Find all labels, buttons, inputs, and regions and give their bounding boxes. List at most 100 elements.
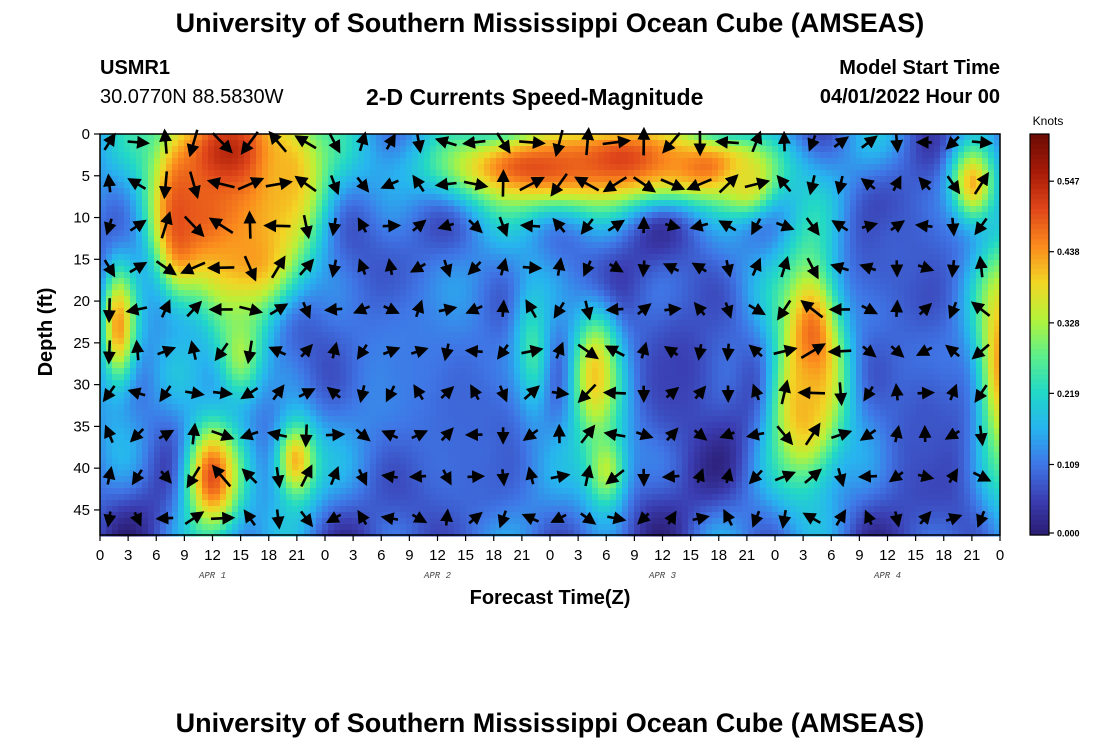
current-arrow	[294, 175, 317, 193]
current-arrow	[605, 469, 625, 485]
current-arrow	[749, 257, 762, 277]
current-arrow	[804, 422, 821, 446]
current-arrow	[210, 511, 236, 525]
current-arrow	[408, 469, 427, 483]
current-arrow	[946, 259, 960, 278]
y-tick-label: 25	[73, 335, 90, 352]
current-arrow	[608, 260, 624, 273]
current-arrow	[834, 382, 848, 407]
colorbar-segment	[1030, 464, 1049, 471]
x-tick-label: 6	[602, 547, 610, 564]
current-arrow	[918, 302, 933, 317]
day-label: APR 1	[198, 571, 226, 581]
y-tick-label: 45	[73, 502, 90, 519]
colorbar-segment	[1030, 259, 1049, 265]
current-arrow	[723, 508, 736, 526]
current-arrow	[694, 343, 707, 361]
colorbar-tick-label: 0.000	[1057, 529, 1080, 539]
current-arrow	[551, 386, 570, 400]
colorbar-segment	[1030, 144, 1049, 150]
current-arrow	[974, 217, 988, 236]
current-arrow	[380, 512, 399, 526]
colorbar-segment	[1030, 249, 1049, 255]
x-tick-label: 9	[180, 547, 188, 564]
x-tick-label: 0	[96, 547, 104, 564]
x-tick-label: 6	[827, 547, 835, 564]
colorbar-tick-label: 0.219	[1057, 389, 1080, 399]
current-arrow	[155, 511, 174, 525]
current-arrow	[328, 217, 342, 237]
current-arrow	[497, 510, 511, 529]
current-arrow	[915, 344, 933, 356]
current-arrow	[237, 177, 265, 191]
current-arrow	[265, 177, 293, 191]
current-arrow	[211, 132, 233, 154]
colorbar-segment	[1030, 334, 1049, 341]
current-arrow	[750, 130, 763, 153]
current-arrow	[662, 132, 681, 154]
current-arrow	[918, 176, 932, 191]
current-arrow	[946, 217, 960, 237]
current-arrow	[440, 508, 454, 526]
colorbar-segment	[1030, 244, 1049, 250]
current-arrow	[327, 174, 341, 196]
current-arrow	[357, 258, 370, 276]
colorbar-segment	[1030, 419, 1049, 426]
current-arrow	[857, 469, 878, 483]
y-tick-label: 35	[73, 418, 90, 435]
current-arrow	[860, 135, 878, 149]
current-arrow	[129, 219, 147, 233]
current-arrow	[299, 510, 314, 528]
colorbar-segment	[1030, 379, 1049, 386]
x-tick-label: 15	[907, 547, 924, 564]
current-arrow	[859, 262, 877, 275]
current-arrow	[382, 346, 401, 359]
current-arrow	[496, 344, 510, 360]
y-tick-label: 20	[73, 293, 90, 310]
y-tick-label: 0	[82, 126, 90, 143]
current-arrow	[440, 386, 455, 400]
current-arrow	[300, 214, 313, 240]
current-arrow	[635, 427, 654, 441]
colorbar-tick-label: 0.438	[1057, 247, 1080, 257]
current-arrow	[917, 386, 935, 400]
current-arrow	[776, 425, 794, 446]
current-arrow	[268, 130, 288, 153]
colorbar-segment	[1030, 439, 1049, 446]
current-arrow	[806, 175, 820, 196]
current-arrow	[890, 344, 905, 358]
current-arrow	[661, 469, 680, 483]
current-arrow	[243, 210, 257, 239]
colorbar-segment	[1030, 364, 1049, 371]
current-arrow	[745, 427, 765, 441]
current-arrow	[385, 385, 398, 403]
colorbar-tick-label: 0.328	[1057, 318, 1080, 328]
current-arrow	[468, 219, 483, 234]
current-arrow	[239, 303, 264, 316]
current-arrow	[552, 341, 565, 359]
report-title: University of Southern Mississippi Ocean…	[175, 8, 925, 38]
colorbar-segment	[1030, 299, 1049, 306]
current-arrow	[580, 511, 597, 525]
colorbar-segment	[1030, 189, 1049, 195]
model-start-value: 04/01/2022 Hour 00	[819, 86, 1000, 108]
colorbar-segment	[1030, 469, 1049, 476]
current-arrow	[889, 511, 903, 528]
current-arrow	[577, 343, 599, 360]
current-arrow	[519, 176, 546, 192]
current-arrow	[774, 470, 797, 483]
current-arrow	[574, 176, 600, 192]
x-tick-label: 18	[710, 547, 727, 564]
colorbar-segment	[1030, 369, 1049, 376]
colorbar-segment	[1030, 409, 1049, 416]
current-arrow	[860, 178, 876, 192]
current-arrow	[130, 511, 142, 527]
current-arrow	[380, 177, 399, 190]
colorbar-segment	[1030, 349, 1049, 356]
current-arrow	[834, 175, 848, 195]
current-arrow	[269, 303, 289, 316]
x-tick-label: 15	[232, 547, 249, 564]
colorbar-segment	[1030, 174, 1049, 180]
current-arrow	[577, 383, 597, 404]
